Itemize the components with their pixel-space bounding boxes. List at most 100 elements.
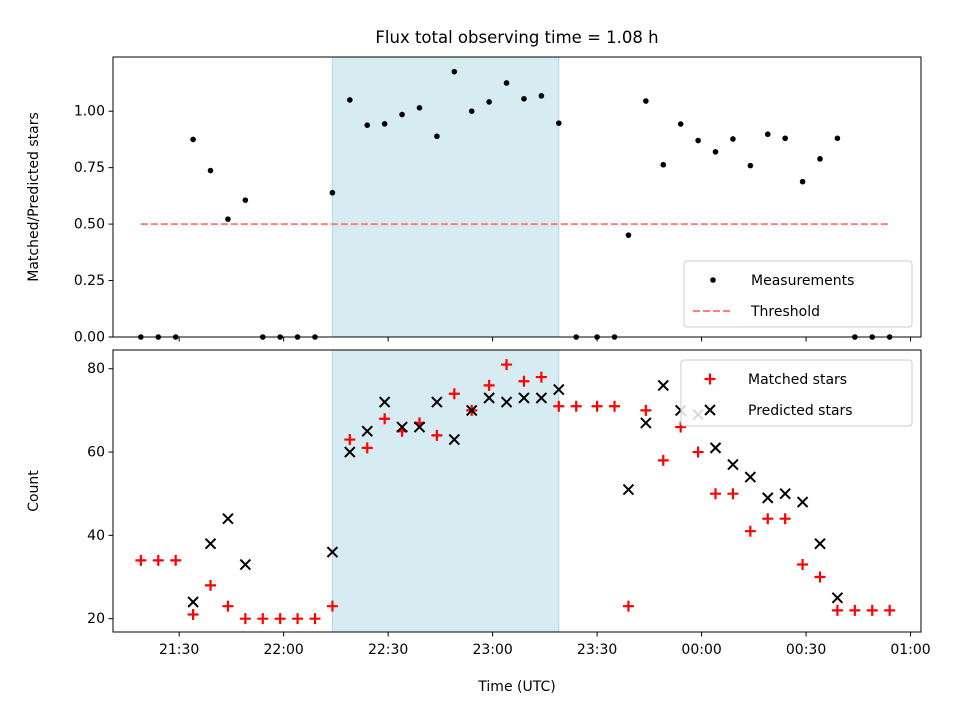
measurement-point <box>207 167 214 174</box>
predicted-star-point <box>344 446 356 458</box>
measurement-point <box>190 136 196 143</box>
measurement-point <box>242 197 249 203</box>
measurement-point <box>555 120 562 126</box>
matched-star-point <box>553 400 565 412</box>
y-tick-label: 40 <box>87 528 105 544</box>
measurement-point <box>695 137 701 144</box>
legend-label: Threshold <box>750 304 820 320</box>
bottom-panel: 20 40 60 80 21:30 22:00 22:30 23:00 23:30 00:00 00… <box>26 349 931 658</box>
matched-star-point <box>831 604 843 616</box>
x-tick-label: 21:30 <box>159 642 199 658</box>
x-tick-label: 22:00 <box>263 642 303 658</box>
measurement-point <box>486 99 492 105</box>
matched-star-point <box>170 554 182 566</box>
predicted-star-point <box>361 425 373 437</box>
predicted-star-point <box>187 596 199 608</box>
matched-star-point <box>379 413 391 425</box>
legend-label: Measurements <box>751 273 854 289</box>
measurement-point <box>364 122 371 128</box>
predicted-star-point <box>413 421 426 433</box>
measurement-point <box>434 133 440 140</box>
measurement-point <box>347 97 353 103</box>
predicted-star-point <box>622 483 635 496</box>
y-tick-label: 0.25 <box>74 273 105 289</box>
measurement-point <box>538 93 545 99</box>
measurement-point <box>764 131 771 138</box>
predicted-star-point <box>466 404 478 417</box>
predicted-star-point <box>762 492 774 504</box>
matched-star-point <box>727 488 739 500</box>
x-tick-label: 01:00 <box>890 642 930 658</box>
predicted-star-point <box>744 471 757 483</box>
y-tick-label: 0.50 <box>74 217 105 233</box>
legend: Matched stars Predicted stars <box>680 359 913 427</box>
predicted-star-point <box>239 558 252 571</box>
measurement-point <box>782 135 788 142</box>
matched-star-point <box>710 488 722 500</box>
matched-star-point <box>222 600 234 612</box>
measurement-point <box>799 178 806 185</box>
matched-star-point <box>309 613 321 625</box>
matched-star-point <box>187 609 199 621</box>
measurement-point <box>381 121 388 127</box>
predicted-star-point <box>326 546 339 558</box>
measurement-point <box>399 111 405 118</box>
matched-star-point <box>779 513 791 525</box>
matched-star-point <box>361 442 373 454</box>
top-panel: 0.00 0.25 0.50 0.75 1.00 Matched/Predicted st… <box>26 56 922 346</box>
predicted-star-point <box>779 488 791 500</box>
measurement-point <box>329 189 336 196</box>
y-tick-label: 0.00 <box>74 330 105 346</box>
predicted-star-point <box>553 383 565 396</box>
matched-star-point <box>640 404 652 416</box>
y-tick-label: 80 <box>87 361 105 377</box>
axes-frame <box>112 349 922 633</box>
measurement-point <box>747 162 754 169</box>
measurement-point <box>730 136 736 142</box>
series-predicted-stars <box>187 379 844 608</box>
measurement-point <box>712 149 719 155</box>
y-tick-label: 60 <box>87 445 105 461</box>
observing-window-shade <box>331 349 560 633</box>
measurement-point <box>416 105 423 111</box>
matched-star-point <box>483 379 495 391</box>
x-tick-label: 22:30 <box>368 642 408 658</box>
predicted-star-point <box>796 496 809 508</box>
legend-label: Predicted stars <box>748 403 853 419</box>
matched-star-point <box>609 400 621 412</box>
measurement-point <box>521 95 527 102</box>
matched-star-point <box>274 613 286 625</box>
matched-star-point <box>884 604 896 616</box>
legend-marker <box>704 404 716 416</box>
matched-star-point <box>866 604 878 616</box>
predicted-star-point <box>814 537 826 550</box>
x-tick-label: 00:00 <box>681 642 721 658</box>
measurement-point <box>834 135 841 142</box>
predicted-star-point <box>378 396 391 408</box>
predicted-star-point <box>657 379 669 392</box>
predicted-star-point <box>222 512 234 525</box>
measurement-point <box>468 108 475 114</box>
matched-star-point <box>135 554 147 566</box>
matched-star-point <box>657 454 669 466</box>
legend-box <box>680 359 913 427</box>
predicted-star-point <box>640 417 652 429</box>
y-axis-label: Count <box>26 470 42 512</box>
legend-label: Matched stars <box>748 372 847 388</box>
matched-star-point <box>591 400 603 412</box>
legend: Measurements Threshold <box>683 260 913 328</box>
series-matched-stars <box>135 359 896 625</box>
y-axis-label: Matched/Predicted stars <box>26 112 42 282</box>
matched-star-point <box>431 429 443 441</box>
y-tick-label: 0.75 <box>74 160 105 176</box>
matched-star-point <box>744 525 756 537</box>
matched-star-point <box>535 371 547 383</box>
predicted-star-point <box>448 433 461 446</box>
predicted-star-point <box>709 442 722 454</box>
matched-star-point <box>326 600 338 612</box>
matched-star-point <box>501 359 513 371</box>
y-tick-label: 1.00 <box>74 104 105 120</box>
measurement-point <box>643 98 649 104</box>
chart-title: Flux total observing time = 1.08 h <box>375 28 658 47</box>
measurement-point <box>625 232 632 238</box>
